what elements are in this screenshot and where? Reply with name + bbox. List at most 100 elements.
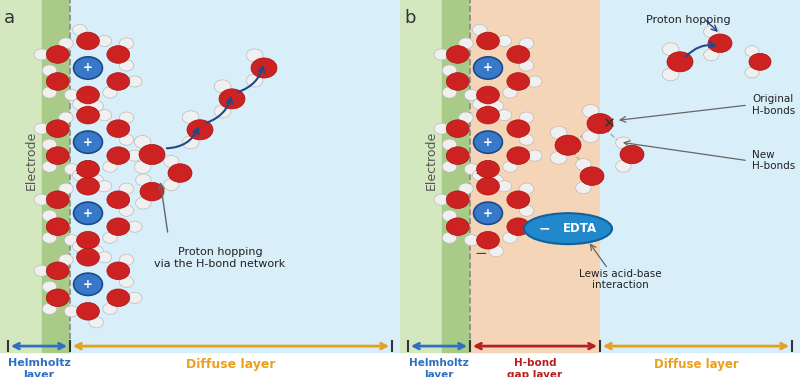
Circle shape [46, 73, 69, 90]
Text: Diffuse layer: Diffuse layer [186, 359, 276, 371]
Circle shape [507, 218, 530, 236]
Text: +: + [483, 136, 493, 149]
Text: −: − [74, 54, 86, 69]
Bar [0, 0, 42, 352]
Circle shape [458, 38, 473, 49]
Circle shape [58, 112, 73, 123]
Circle shape [527, 76, 542, 87]
Circle shape [77, 248, 99, 266]
Circle shape [214, 80, 231, 93]
Circle shape [74, 202, 102, 224]
Circle shape [507, 191, 530, 208]
Circle shape [134, 161, 151, 173]
Circle shape [73, 170, 87, 181]
Circle shape [64, 306, 78, 317]
Circle shape [136, 174, 151, 186]
Circle shape [34, 123, 49, 134]
Circle shape [442, 161, 457, 172]
Circle shape [507, 147, 530, 164]
Circle shape [64, 234, 78, 246]
Circle shape [442, 210, 457, 221]
Circle shape [34, 265, 49, 276]
Circle shape [42, 139, 57, 150]
Circle shape [89, 100, 103, 112]
Text: Diffuse layer: Diffuse layer [654, 359, 738, 371]
Circle shape [103, 232, 118, 243]
Circle shape [498, 110, 512, 121]
Circle shape [477, 106, 499, 124]
Circle shape [119, 254, 134, 265]
Circle shape [77, 32, 99, 50]
Circle shape [434, 123, 449, 134]
Circle shape [34, 49, 49, 60]
Text: −: − [74, 129, 86, 144]
Circle shape [749, 53, 771, 70]
Circle shape [46, 218, 69, 236]
Circle shape [74, 131, 102, 153]
Text: Proton hopping
via the H-bond network: Proton hopping via the H-bond network [154, 247, 286, 269]
Circle shape [550, 152, 567, 164]
Circle shape [164, 179, 179, 191]
Circle shape [98, 181, 112, 192]
Circle shape [98, 110, 112, 121]
Circle shape [73, 25, 87, 35]
Circle shape [119, 205, 134, 216]
Circle shape [168, 164, 192, 182]
Circle shape [620, 145, 644, 164]
Text: Helmholtz
layer: Helmholtz layer [409, 359, 469, 377]
Circle shape [474, 131, 502, 153]
Circle shape [107, 73, 130, 90]
Circle shape [582, 130, 599, 143]
Circle shape [555, 135, 581, 155]
Circle shape [58, 38, 73, 49]
Circle shape [74, 57, 102, 79]
Circle shape [507, 46, 530, 63]
Circle shape [662, 43, 679, 56]
Circle shape [464, 234, 478, 246]
Text: −: − [74, 166, 86, 181]
Text: +: + [83, 278, 93, 291]
Circle shape [519, 60, 534, 71]
Circle shape [708, 34, 732, 52]
Circle shape [507, 120, 530, 138]
Circle shape [442, 139, 457, 150]
Circle shape [507, 73, 530, 90]
Bar [42, 0, 70, 352]
Circle shape [127, 221, 142, 232]
Circle shape [489, 246, 503, 257]
Text: +: + [83, 207, 93, 220]
Circle shape [214, 105, 231, 118]
Circle shape [498, 35, 512, 46]
Circle shape [576, 182, 591, 194]
Circle shape [119, 183, 134, 194]
Circle shape [503, 232, 518, 243]
Text: b: b [404, 9, 415, 27]
Circle shape [107, 191, 130, 208]
Circle shape [477, 178, 499, 195]
Circle shape [42, 87, 57, 98]
Circle shape [442, 87, 457, 98]
Circle shape [77, 160, 99, 178]
Circle shape [58, 183, 73, 194]
Circle shape [107, 46, 130, 63]
Circle shape [127, 150, 142, 161]
Text: +: + [483, 207, 493, 220]
Text: −: − [74, 246, 86, 261]
Circle shape [119, 60, 134, 71]
Text: Electrode: Electrode [25, 131, 38, 190]
Circle shape [98, 35, 112, 46]
Circle shape [473, 25, 487, 35]
Circle shape [107, 218, 130, 236]
Circle shape [442, 232, 457, 243]
Circle shape [77, 178, 99, 195]
Circle shape [246, 74, 263, 87]
Circle shape [187, 120, 213, 140]
Text: Lewis acid-base
interaction: Lewis acid-base interaction [578, 269, 662, 290]
Circle shape [34, 194, 49, 205]
Circle shape [745, 67, 759, 78]
Text: Helmholtz
layer: Helmholtz layer [7, 359, 70, 377]
Circle shape [42, 232, 57, 243]
Circle shape [745, 46, 759, 57]
Circle shape [77, 302, 99, 320]
Text: −: − [474, 246, 486, 261]
